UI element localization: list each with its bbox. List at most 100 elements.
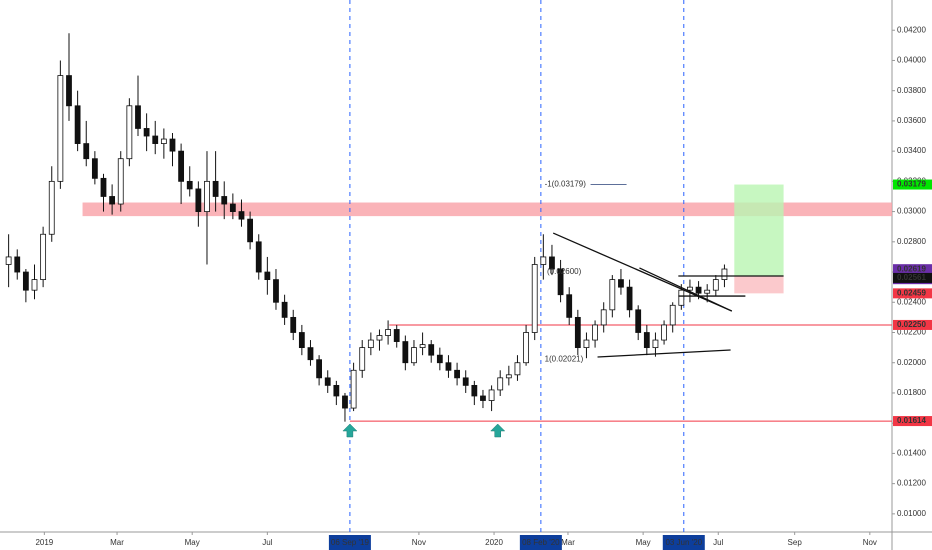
candle-body <box>195 188 202 212</box>
candle-body <box>488 389 495 401</box>
candle-body <box>135 105 141 129</box>
candle-body <box>109 196 116 205</box>
y-tick-label: 0.02400 <box>897 297 926 306</box>
candle-body <box>376 335 383 341</box>
candle-body <box>324 377 331 386</box>
y-tick-label: 0.01800 <box>897 388 926 397</box>
x-tick-label: Jul <box>262 538 272 547</box>
price-label: 0.02561 <box>897 273 926 282</box>
candle-body <box>83 143 90 160</box>
candle-body <box>643 332 650 349</box>
candle-body <box>505 374 512 379</box>
candle-body <box>523 332 529 364</box>
candle-body <box>100 177 107 197</box>
candle-body <box>411 347 417 364</box>
price-label-box <box>893 272 932 283</box>
fib-label: (0.02600) <box>547 267 582 276</box>
candle-body <box>281 301 288 318</box>
candle-body <box>635 309 642 333</box>
y-tick-label: 0.01000 <box>897 509 926 518</box>
candle-body <box>721 268 728 281</box>
candle-body <box>367 339 374 349</box>
date-marker-box <box>519 535 562 550</box>
level-label: 0.02250 <box>897 320 926 329</box>
candle-body <box>497 377 504 391</box>
y-tick-label: 0.02800 <box>897 237 926 246</box>
candle-body <box>704 289 711 294</box>
candle-body <box>204 180 210 212</box>
x-tick-label: Nov <box>412 538 426 547</box>
y-tick-label: 0.03600 <box>897 116 926 125</box>
candle-body <box>350 369 357 409</box>
y-tick-label: 0.02200 <box>897 328 926 337</box>
level-label-box <box>893 319 932 330</box>
candle-body <box>5 256 12 265</box>
y-tick-label: 0.03800 <box>897 86 926 95</box>
y-tick-label: 0.01400 <box>897 449 926 458</box>
candle-body <box>143 128 150 137</box>
candle-body <box>419 344 426 349</box>
candle-body <box>462 377 469 386</box>
candle-body <box>273 279 279 303</box>
candle-body <box>669 304 676 326</box>
x-tick-label: May <box>185 538 200 547</box>
date-marker-label: 08 Feb '20 <box>522 538 560 547</box>
x-tick-label: May <box>636 538 651 547</box>
price-label-box <box>893 179 932 190</box>
candle-body <box>592 324 598 341</box>
candle-body <box>229 203 236 212</box>
trend-line <box>552 232 733 312</box>
level-label-box <box>893 416 932 427</box>
candle-body <box>316 359 322 379</box>
candle-body <box>117 158 124 205</box>
candle-body <box>531 264 538 333</box>
candle-body <box>40 233 47 281</box>
stop-box <box>734 275 784 294</box>
price-label: 0.02619 <box>897 264 926 273</box>
x-tick-label: 2019 <box>35 538 53 547</box>
candle-body <box>600 309 607 326</box>
candle-body <box>393 329 400 342</box>
candle-body <box>514 362 521 376</box>
candle-body <box>687 286 693 291</box>
date-marker-box <box>328 535 371 550</box>
candle-body <box>436 354 443 364</box>
arrow-up <box>342 423 358 438</box>
candle-body <box>712 279 719 291</box>
date-marker-box <box>662 535 705 550</box>
candle-body <box>22 271 29 291</box>
level-label: 0.01614 <box>897 416 926 425</box>
candle-body <box>91 158 98 179</box>
candle-body <box>566 294 573 318</box>
candle-body <box>160 138 167 144</box>
candle-body <box>57 75 64 182</box>
y-tick-label: 0.04000 <box>897 56 926 65</box>
candle-body <box>238 211 245 220</box>
candle-body <box>583 339 590 349</box>
candle-body <box>661 324 667 341</box>
x-tick-label: Jul <box>713 538 723 547</box>
fib-label: 1(0.02021) <box>545 355 584 364</box>
price-label: 0.02459 <box>897 288 926 297</box>
candle-body <box>221 196 228 205</box>
y-tick-label: 0.03000 <box>897 207 926 216</box>
candle-body <box>247 218 254 243</box>
x-tick-label: Mar <box>561 538 575 547</box>
x-tick-label: Nov <box>863 538 877 547</box>
date-marker-label: 03 Jun '20 <box>665 538 702 547</box>
candle-body <box>298 332 305 349</box>
candle-body <box>626 286 633 311</box>
x-tick-label: Sep <box>788 538 803 547</box>
price-label: 0.03179 <box>897 180 926 189</box>
candle-body <box>609 279 616 311</box>
candle-body <box>14 256 21 273</box>
candle-body <box>126 105 133 160</box>
candle-body <box>74 105 81 144</box>
candle-body <box>574 316 581 349</box>
candle-body <box>428 344 435 356</box>
candle-body <box>66 75 72 107</box>
target-box <box>734 184 784 276</box>
candle-body <box>385 329 391 336</box>
y-tick-label: 0.04200 <box>897 25 926 34</box>
